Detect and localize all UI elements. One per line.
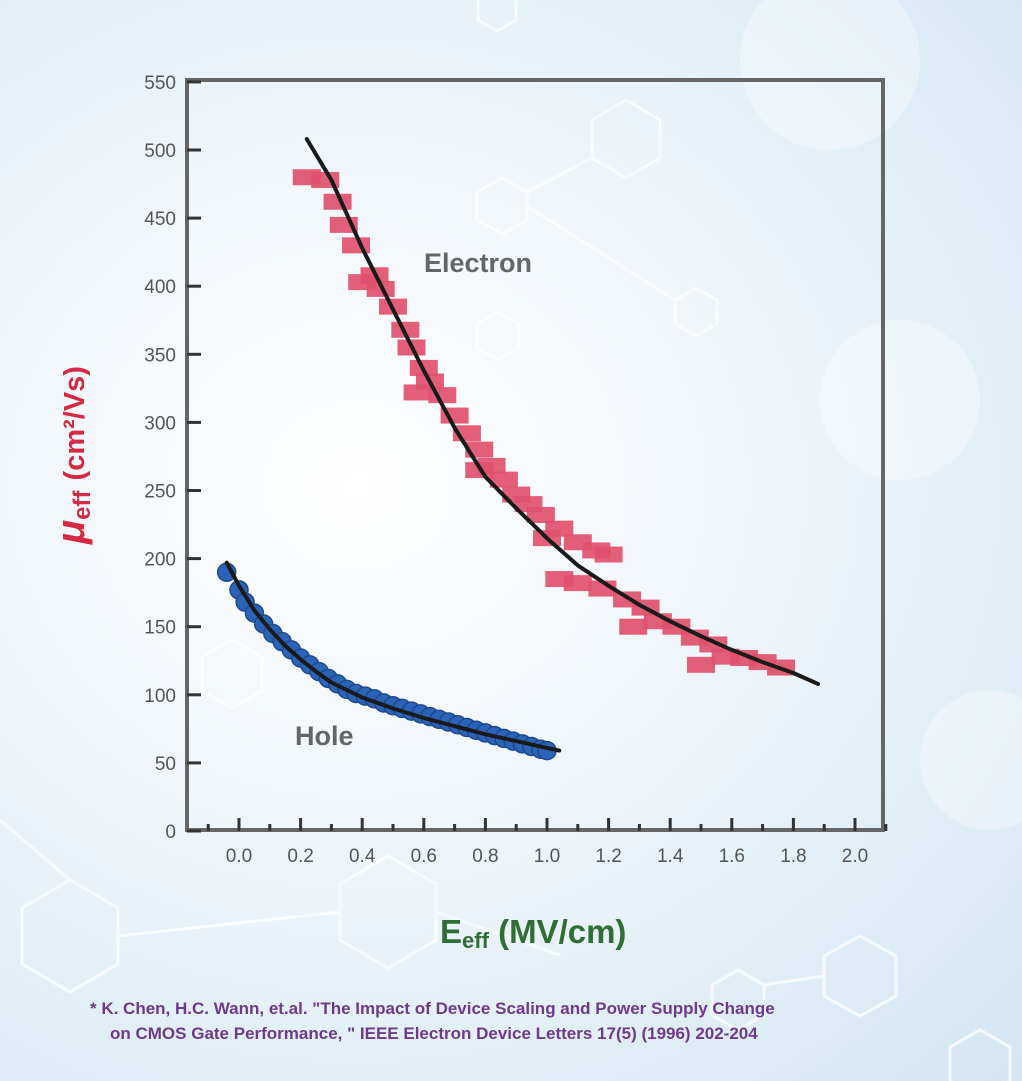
citation: * K. Chen, H.C. Wann, et.al. "The Impact…	[70, 996, 970, 1046]
y-tick-label: 50	[155, 754, 176, 775]
plot-frame	[185, 78, 885, 832]
x-tick-label: 0.4	[349, 846, 376, 867]
x-tick-label: 0.2	[287, 846, 313, 867]
svg-text:μeff(cm²/Vs): μeff(cm²/Vs)	[49, 366, 96, 545]
y-tick-label: 100	[144, 686, 176, 707]
y-tick-label: 250	[144, 482, 176, 503]
hole-series-label: Hole	[295, 721, 354, 751]
electron-data-point	[403, 384, 432, 401]
electron-data-point	[563, 575, 592, 592]
electron-data-point	[526, 507, 555, 524]
y-tick-label: 500	[144, 141, 176, 162]
y-axis-title: μeff(cm²/Vs)	[49, 366, 96, 545]
x-tick-label: 1.4	[657, 846, 684, 867]
x-tick-label: 0.8	[472, 846, 498, 867]
electron-data-point	[687, 656, 715, 673]
electron-series	[292, 137, 820, 686]
hole-series	[216, 560, 562, 761]
electron-series-label: Electron	[424, 248, 532, 278]
electron-data-point	[594, 546, 623, 563]
electron-fit-curve	[304, 137, 820, 686]
y-tick-label: 550	[144, 73, 176, 94]
y-tick-label: 150	[144, 618, 176, 639]
x-tick-label: 1.8	[780, 846, 806, 867]
y-tick-label: 300	[144, 413, 176, 434]
electron-data-point	[619, 618, 648, 635]
y-tick-label: 400	[144, 277, 176, 298]
y-tick-label: 200	[144, 550, 176, 571]
x-tick-label: 1.2	[595, 846, 621, 867]
x-axis-title: Eeff (MV/cm)	[440, 913, 626, 953]
x-tick-label: 0.6	[411, 846, 437, 867]
background-glow-circles	[740, 0, 1022, 830]
hole-fit-curve	[224, 560, 562, 753]
citation-line-2: on CMOS Gate Performance, " IEEE Electro…	[110, 1024, 758, 1043]
y-tick-label: 350	[144, 345, 176, 366]
x-tick-label: 1.0	[534, 846, 560, 867]
citation-line-1: * K. Chen, H.C. Wann, et.al. "The Impact…	[90, 999, 775, 1018]
y-tick-label: 0	[165, 822, 176, 843]
electron-data-point	[489, 471, 518, 488]
x-tick-label: 1.6	[719, 846, 745, 867]
x-tick-label: 0.0	[226, 846, 252, 867]
x-tick-label: 2.0	[842, 846, 868, 867]
electron-data-point	[545, 520, 574, 537]
y-tick-label: 450	[144, 209, 176, 230]
